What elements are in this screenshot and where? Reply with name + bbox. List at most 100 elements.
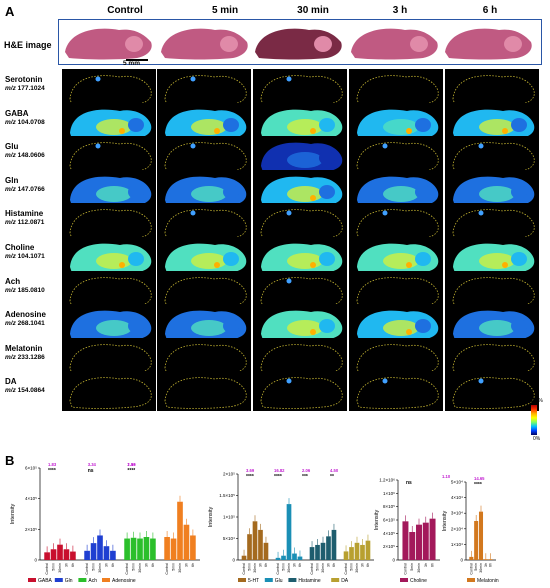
- x-tick-label: 5min: [474, 563, 478, 571]
- x-tick-label: 6h: [489, 563, 493, 567]
- x-tick-label: 3h: [484, 563, 488, 567]
- bar-gaba-1: [50, 549, 57, 560]
- y-axis-label: Intensity: [442, 511, 448, 532]
- msi-tile-choline-0: [62, 237, 156, 277]
- mz-value: m/z 104.1071: [5, 253, 45, 260]
- bar-gln-2: [97, 535, 103, 560]
- x-tick-label: 5min: [248, 563, 252, 571]
- bar-adenosine-2: [177, 501, 183, 560]
- bar-ach-0: [124, 538, 130, 560]
- bar-melatonin-0: [469, 556, 474, 560]
- significance-annotation: 1.10: [442, 474, 451, 479]
- msi-tile-adenosine-2: [253, 304, 347, 345]
- x-tick-label: Control: [310, 563, 314, 575]
- x-tick-label: 3h: [360, 563, 364, 567]
- x-tick-label: Control: [344, 563, 348, 575]
- legend-swatch-ach: [78, 578, 87, 582]
- mz-value: m/z 185.0810: [5, 286, 45, 294]
- significance-annotation: ****: [127, 468, 135, 474]
- x-tick-label: 5min: [132, 563, 136, 571]
- x-tick-label: 30min: [479, 563, 483, 573]
- x-tick-label: 3h: [64, 563, 68, 567]
- he-image-frame: [58, 19, 542, 65]
- row-label-gaba: GABA m/z 104.0708: [5, 109, 60, 127]
- significance-annotation: 1.83: [48, 462, 57, 467]
- analyte-name: Serotonin: [5, 75, 43, 84]
- legend-label-histamine: Histamine: [298, 578, 320, 584]
- significance-annotation: 3.34: [88, 462, 97, 467]
- legend-label-gln: Gln: [65, 578, 73, 584]
- y-axis-label: Intensity: [208, 507, 214, 528]
- y-axis-label: Intensity: [374, 510, 380, 531]
- panel-a-label: A: [5, 4, 15, 19]
- bar-glu-1: [281, 555, 286, 560]
- column-header-30min: 30 min: [297, 5, 329, 16]
- he-image-label: H&E image: [4, 40, 52, 50]
- msi-tile-adenosine-3: [349, 304, 443, 345]
- x-tick-label: 6h: [298, 563, 302, 567]
- x-tick-label: Control: [125, 563, 129, 575]
- y-tick-label: 1×10⁶: [383, 491, 395, 496]
- legend-swatch-glu: [264, 578, 273, 582]
- analyte-name: Choline: [5, 243, 35, 252]
- bar-ach-1: [130, 537, 137, 560]
- intensity-colorbar: [531, 405, 537, 435]
- bar-ach-4: [150, 538, 156, 560]
- significance-annotation: ns: [88, 468, 94, 474]
- analyte-name: Gln: [5, 175, 19, 185]
- bar-choline-0: [402, 521, 409, 560]
- x-tick-label: 5min: [52, 563, 56, 571]
- x-tick-label: Control: [165, 563, 169, 575]
- legend-swatch-5-ht: [238, 578, 246, 582]
- row-label-histamine: Histamine m/z 112.0871: [5, 209, 60, 227]
- y-tick-label: 2×10⁵: [223, 472, 235, 477]
- legend-swatch-melatonin: [467, 578, 475, 582]
- y-tick-label: 1.5×10⁵: [219, 493, 235, 498]
- msi-tile-histamine-3: [349, 203, 443, 244]
- y-tick-label: 4×10⁵: [25, 496, 37, 501]
- msi-tile-adenosine-1: [157, 304, 251, 345]
- x-tick-label: 5min: [350, 563, 354, 571]
- y-tick-label: 4×10⁵: [383, 531, 395, 536]
- msi-tile-da-2: [253, 371, 347, 412]
- mz-value: m/z 268.1041: [5, 320, 45, 328]
- msi-tile-glu-3: [349, 136, 443, 177]
- y-tick-label: 2×10⁵: [383, 544, 395, 549]
- bar-ach-3: [143, 537, 150, 560]
- bar-5-ht-2: [252, 521, 258, 560]
- msi-tile-glu-0: [62, 136, 156, 177]
- y-tick-label: 0: [34, 558, 37, 563]
- msi-tile-serotonin-0: [62, 69, 156, 109]
- analyte-name: DA: [5, 377, 17, 387]
- x-tick-label: 6h: [366, 563, 370, 567]
- msi-tile-serotonin-1: [157, 69, 251, 109]
- x-tick-label: 6h: [151, 563, 155, 567]
- msi-tile-gln-4: [445, 169, 539, 210]
- msi-tile-da-0: [62, 371, 156, 412]
- colorbar-top-label: 100%: [530, 398, 543, 404]
- x-tick-label: 30min: [98, 563, 102, 573]
- x-tick-label: Control: [85, 563, 89, 575]
- y-tick-label: 8×10⁵: [383, 504, 395, 509]
- msi-tile-melatonin-1: [157, 337, 251, 378]
- msi-tile-da-1: [157, 371, 251, 412]
- bar-histamine-4: [331, 529, 337, 560]
- bar-gaba-2: [57, 544, 63, 560]
- column-header-6h: 6 h: [482, 5, 498, 16]
- row-label-ach: Ach m/z 185.0810: [5, 277, 60, 295]
- legend-swatch-da: [331, 578, 340, 582]
- y-tick-label: 0: [460, 558, 463, 563]
- significance-annotation: 14.65: [474, 476, 485, 481]
- msi-tile-gaba-1: [157, 102, 251, 143]
- x-tick-label: 30min: [58, 563, 62, 573]
- legend-swatch-gln: [54, 578, 63, 582]
- significance-annotation: 3.69: [246, 468, 255, 473]
- column-header-3h: 3 h: [392, 5, 408, 16]
- legend-label-choline: Choline: [410, 578, 427, 584]
- msi-tile-gln-3: [349, 169, 443, 210]
- bar-gaba-4: [70, 551, 76, 560]
- msi-tile-histamine-4: [445, 203, 539, 244]
- legend-swatch-adenosine: [102, 578, 110, 582]
- bar-5-ht-3: [258, 529, 263, 560]
- mz-value: m/z 233.1286: [5, 353, 45, 361]
